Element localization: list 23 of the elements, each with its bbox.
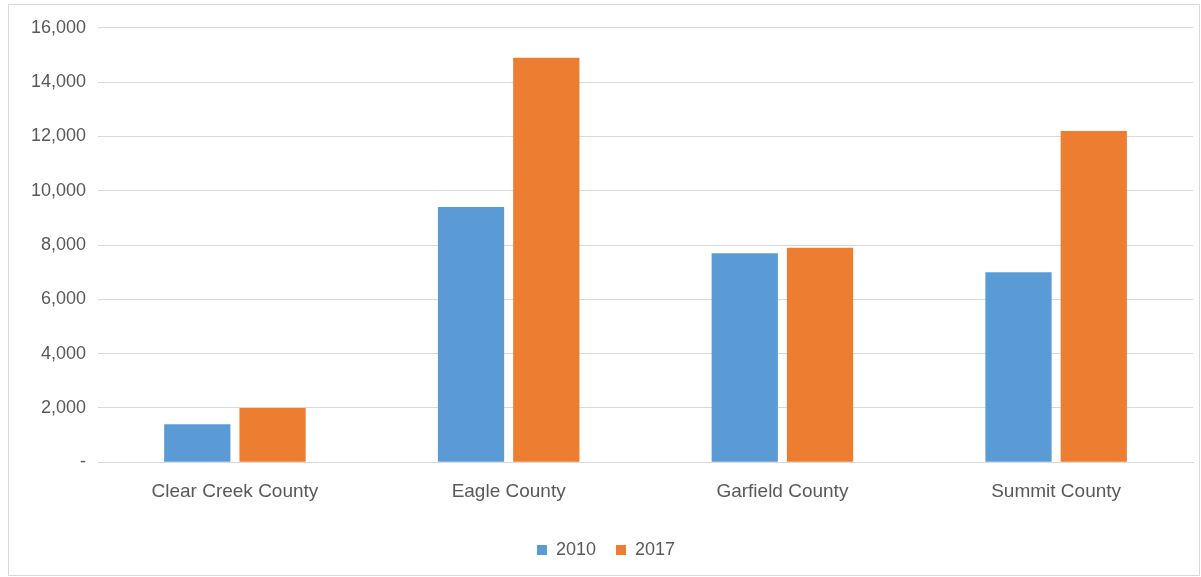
y-tick-label: 4,000 xyxy=(41,342,87,363)
bar xyxy=(437,206,505,462)
bar xyxy=(239,407,306,462)
y-tick-label: 14,000 xyxy=(30,71,87,92)
y-tick-label: 2,000 xyxy=(41,396,87,417)
y-tick-label: 12,000 xyxy=(30,125,87,146)
bar xyxy=(513,57,580,462)
bar xyxy=(985,272,1052,462)
x-tick-label: Eagle County xyxy=(451,479,567,501)
y-tick-label: 6,000 xyxy=(41,288,87,309)
legend-label: 2010 xyxy=(555,538,596,559)
legend-label: 2017 xyxy=(635,538,676,559)
x-tick-label: Summit County xyxy=(991,479,1122,501)
x-tick-label: Garfield County xyxy=(716,479,849,501)
y-tick-label: 16,000 xyxy=(30,16,87,37)
y-tick-label: 8,000 xyxy=(41,233,87,254)
bar xyxy=(786,247,854,462)
y-tick-label: 10,000 xyxy=(30,179,87,200)
y-tick-label: - xyxy=(80,451,87,472)
bar xyxy=(164,424,231,462)
bar xyxy=(711,253,778,462)
bar xyxy=(1060,130,1127,462)
x-tick-label: Clear Creek County xyxy=(151,479,319,501)
